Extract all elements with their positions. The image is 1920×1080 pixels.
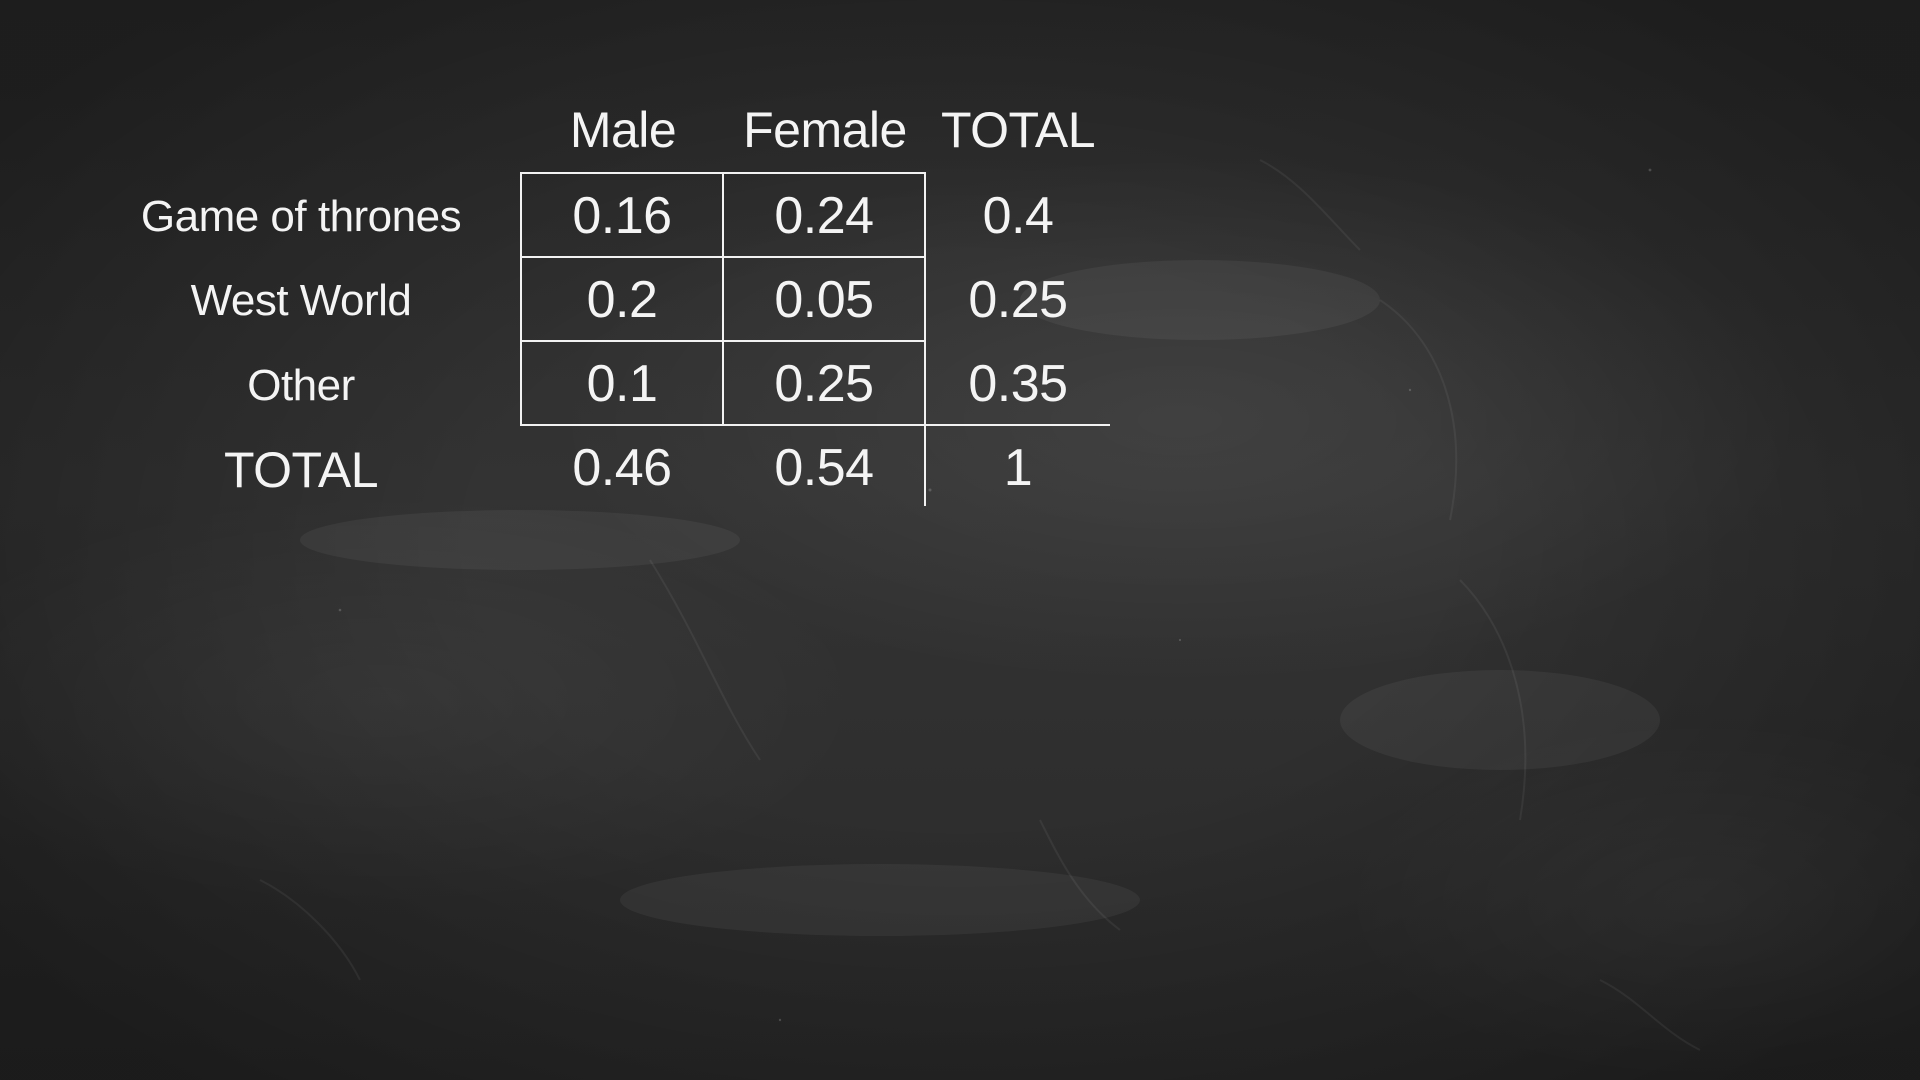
cell-game-of-thrones-male: 0.16 (572, 187, 672, 245)
row-label-other: Other (247, 361, 355, 410)
column-header-male: Male (569, 102, 677, 158)
row-label-game-of-thrones: Game of thrones (140, 192, 462, 241)
cell-total-female: 0.54 (774, 439, 874, 497)
cell-west-world-total: 0.25 (968, 271, 1068, 329)
cell-other-total: 0.35 (968, 355, 1068, 413)
cell-other-male: 0.1 (586, 355, 658, 413)
cell-west-world-male: 0.2 (586, 271, 658, 329)
cell-game-of-thrones-total: 0.4 (982, 187, 1054, 245)
row-label-west-world: West World (190, 276, 412, 325)
grid-line-total-separator (924, 172, 926, 506)
column-header-total: TOTAL (940, 102, 1096, 158)
row-label-total: TOTAL (223, 442, 379, 498)
cell-other-female: 0.25 (774, 355, 874, 413)
cell-grand-total: 1 (1003, 439, 1033, 497)
grid-line-left (520, 172, 522, 426)
column-header-female: Female (743, 102, 907, 158)
grid-line-middle (722, 172, 724, 426)
cell-west-world-female: 0.05 (774, 271, 874, 329)
cell-game-of-thrones-female: 0.24 (774, 187, 874, 245)
grid-line-row-3 (520, 424, 1110, 426)
cell-total-male: 0.46 (572, 439, 672, 497)
